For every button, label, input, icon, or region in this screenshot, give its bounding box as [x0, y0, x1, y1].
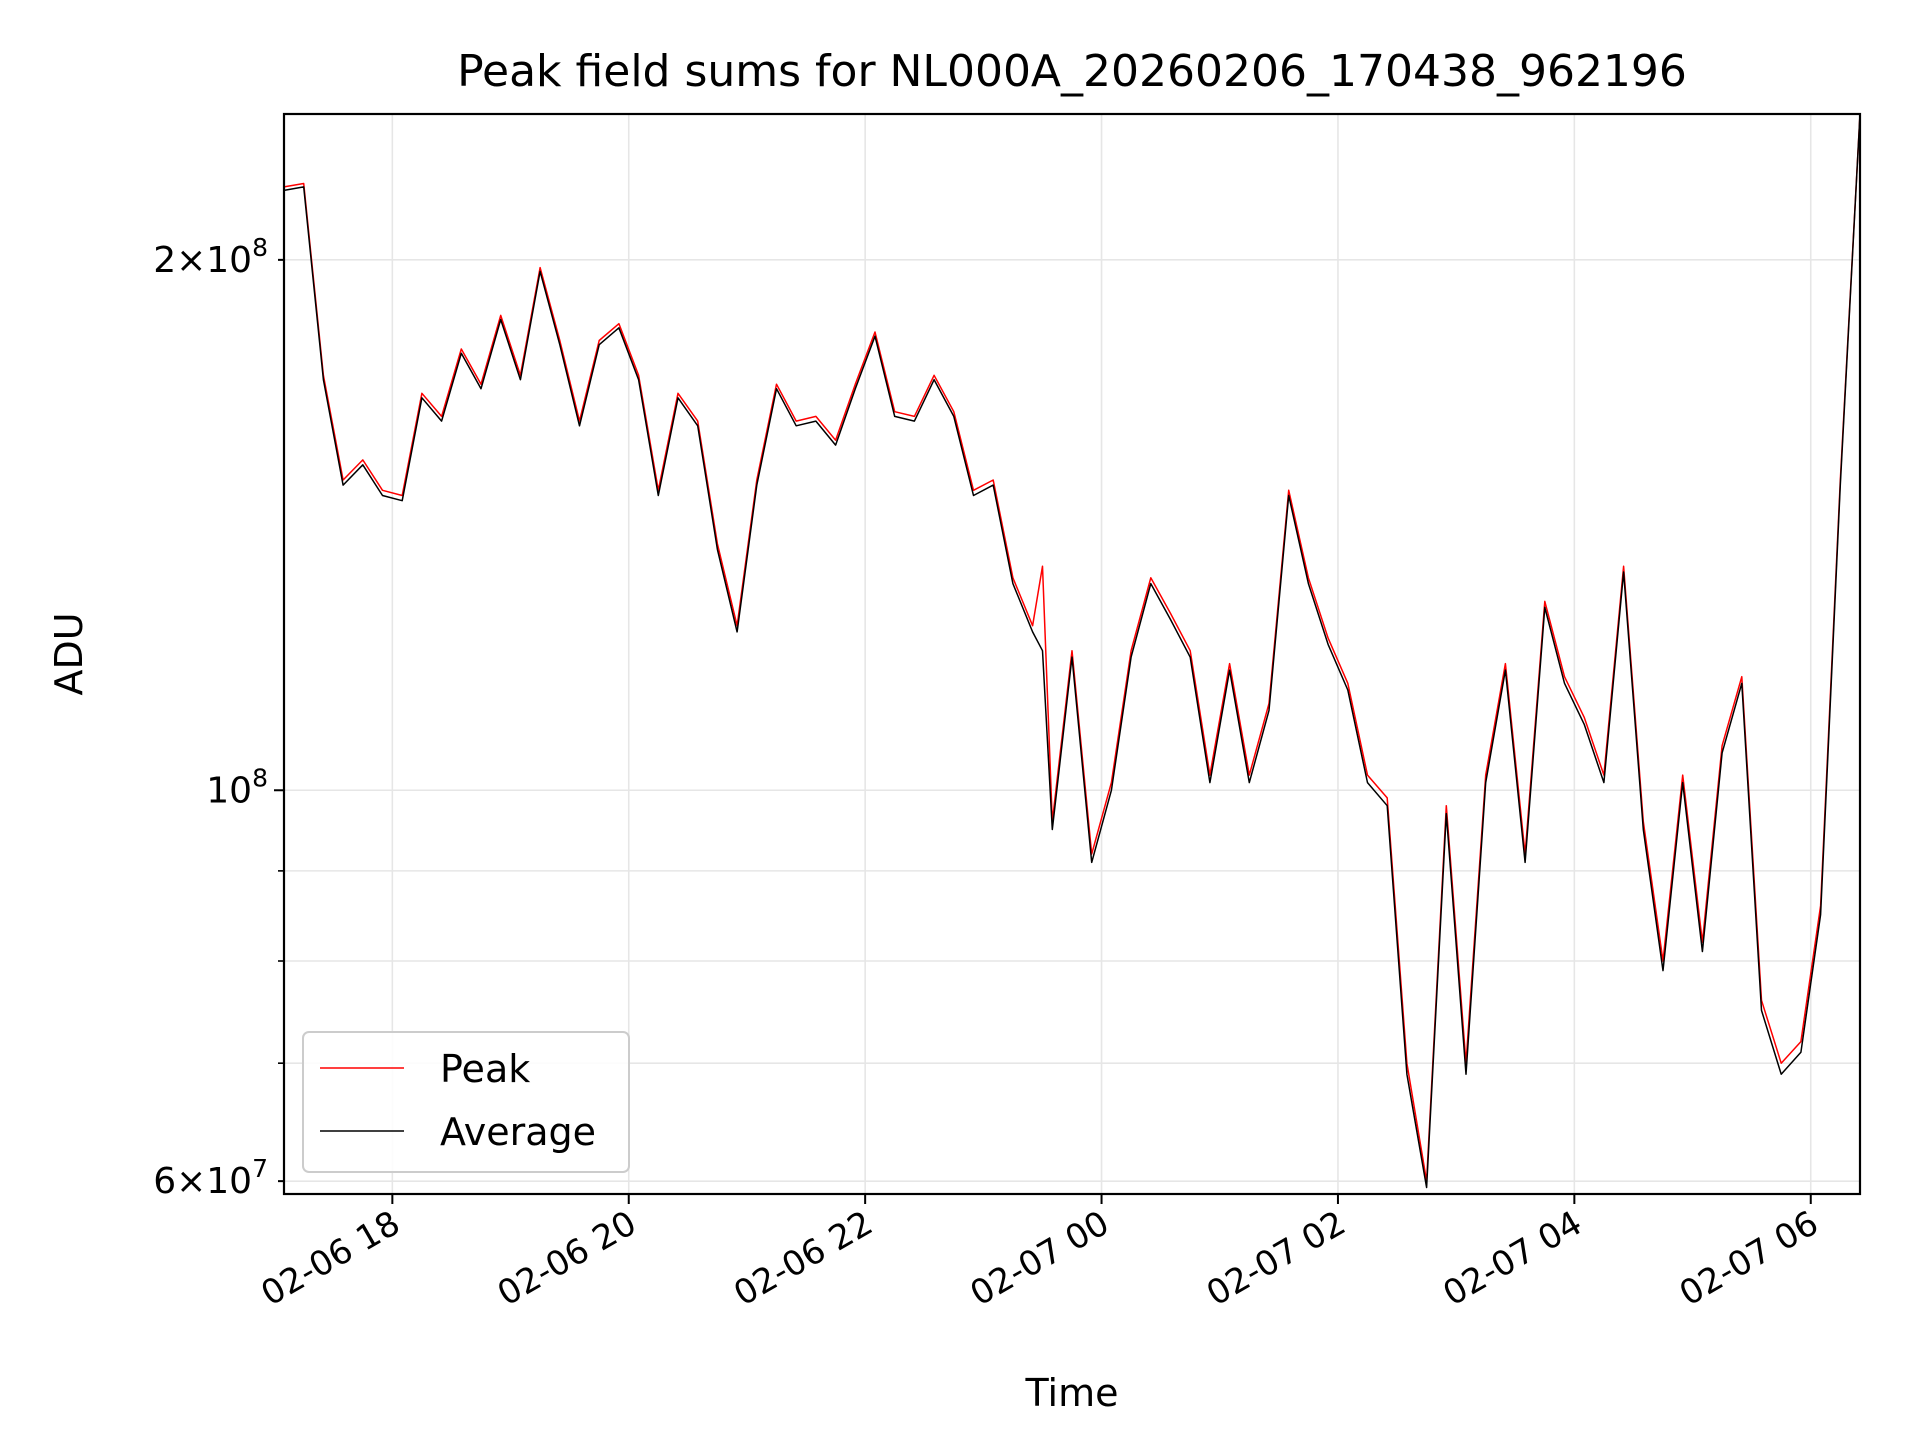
grid — [284, 114, 1860, 1194]
plot-frame — [282, 112, 1862, 1196]
y-tick-label: 2×108 — [153, 233, 268, 281]
legend-average-label: Average — [440, 1110, 596, 1154]
chart-title: Peak field sums for NL000A_20260206_1704… — [457, 46, 1687, 97]
legend-box — [302, 1031, 630, 1173]
series-line-peak — [283, 113, 1861, 1182]
y-tick-label: 108 — [206, 763, 268, 811]
series-layer — [283, 113, 1861, 1189]
y-tick-label: 6×107 — [153, 1154, 268, 1202]
legend-peak-label: Peak — [440, 1047, 530, 1091]
y-axis-label: ADU — [47, 612, 91, 695]
legend: Peak Average — [302, 1031, 630, 1173]
series-line-average — [283, 113, 1861, 1189]
x-axis-label: Time — [1025, 1371, 1119, 1415]
